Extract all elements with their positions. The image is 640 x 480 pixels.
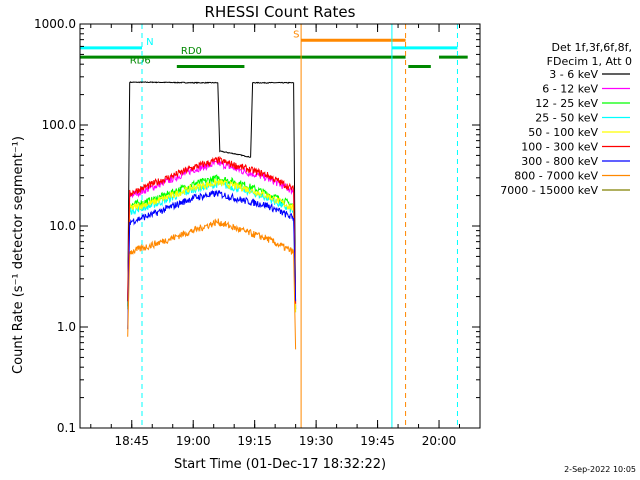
y-tick-label-2: 10.0 <box>49 219 76 233</box>
flag-label-rd6: RD6 <box>130 55 151 66</box>
y-tick-label-1: 1.0 <box>57 320 76 334</box>
series-line-4 <box>127 178 297 313</box>
flag-label-n: N <box>146 37 153 48</box>
legend: Det 1f,3f,6f,8f,FDecim 1, Att 03 - 6 keV… <box>500 41 632 197</box>
x-tick-label-3: 19:30 <box>299 434 334 448</box>
y-axis-label: Count Rate (s⁻¹ detector segment⁻¹) <box>11 136 26 374</box>
x-tick-label-5: 20:00 <box>422 434 457 448</box>
legend-header-1: FDecim 1, Att 0 <box>547 55 632 68</box>
y-axis-ticks: 0.1 1.0 10.0 100.0 1000.0 <box>34 17 480 435</box>
series-line-7 <box>127 218 297 350</box>
plot-frame <box>79 23 481 429</box>
series-line-6 <box>127 189 297 330</box>
flag-label-s: S <box>293 29 299 40</box>
x-axis-label: Start Time (01-Dec-17 18:32:22) <box>174 457 386 472</box>
series-line-5 <box>127 155 297 304</box>
x-axis-ticks: 18:45 19:00 19:15 19:30 19:45 20:00 <box>90 24 481 448</box>
x-tick-label-1: 19:00 <box>176 434 211 448</box>
y-tick-label-3: 100.0 <box>42 118 76 132</box>
legend-entry-label-0: 3 - 6 keV <box>549 68 598 81</box>
legend-entry-label-5: 100 - 300 keV <box>521 141 598 154</box>
legend-entry-label-8: 7000 - 15000 keV <box>500 184 598 197</box>
legend-entry-label-3: 25 - 50 keV <box>535 112 598 125</box>
legend-entry-label-4: 50 - 100 keV <box>528 126 598 139</box>
series-lines <box>127 81 297 350</box>
flag-label-rd0: RD0 <box>181 46 202 57</box>
timestamp-label: 2-Sep-2022 10:05 <box>564 465 636 474</box>
legend-entry-label-1: 6 - 12 keV <box>542 83 598 96</box>
series-line-0 <box>127 81 297 310</box>
x-tick-label-0: 18:45 <box>114 434 149 448</box>
legend-entry-label-6: 300 - 800 keV <box>521 155 598 168</box>
legend-entry-label-2: 12 - 25 keV <box>535 97 598 110</box>
vertical-marker-lines <box>79 24 458 428</box>
y-tick-label-0: 0.1 <box>57 421 76 435</box>
x-tick-label-4: 19:45 <box>360 434 395 448</box>
y-tick-label-4: 1000.0 <box>34 17 76 31</box>
legend-header-0: Det 1f,3f,6f,8f, <box>551 41 632 54</box>
flag-bars: N S RD0 RD6 <box>80 29 468 68</box>
legend-entry-label-7: 800 - 7000 keV <box>514 170 598 183</box>
chart-title: RHESSI Count Rates <box>205 3 356 21</box>
x-tick-label-2: 19:15 <box>237 434 272 448</box>
